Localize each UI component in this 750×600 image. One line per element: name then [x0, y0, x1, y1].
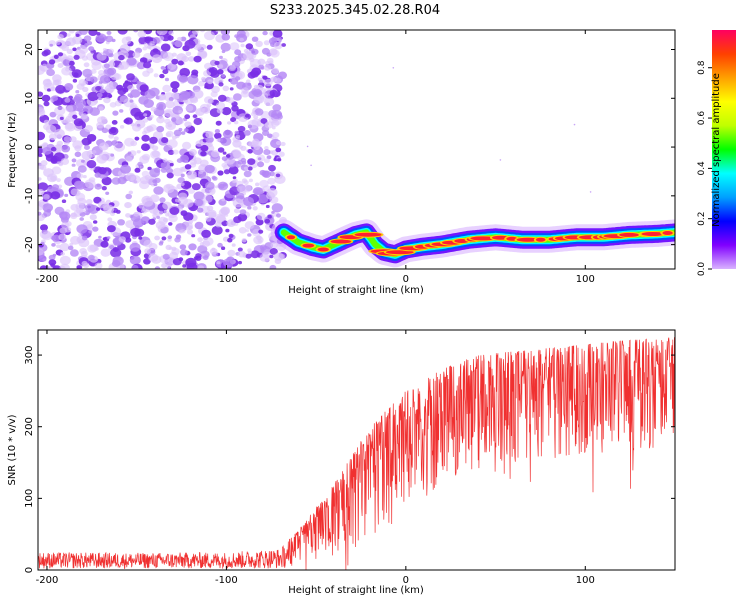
- spectrogram-x-label: Height of straight line (km): [288, 285, 424, 296]
- colorbar-tick: 0.8: [697, 60, 712, 75]
- signal-ridge: [270, 219, 675, 268]
- snr-y-tick: 300: [24, 346, 675, 365]
- svg-text:0.0: 0.0: [697, 262, 707, 277]
- snr-x-tick: -100: [215, 330, 238, 586]
- svg-text:100: 100: [576, 575, 595, 586]
- spectrogram-x-tick: -200: [36, 30, 59, 285]
- snr-frame: [37, 329, 676, 571]
- svg-text:20: 20: [24, 43, 35, 56]
- snr-x-label: Height of straight line (km): [288, 585, 424, 596]
- svg-text:0: 0: [24, 567, 35, 573]
- svg-text:300: 300: [24, 346, 35, 365]
- svg-text:-20: -20: [24, 236, 35, 252]
- spectrogram-y-tick: 0: [24, 144, 675, 150]
- spectrogram-x-tick: 100: [576, 30, 595, 285]
- snr-x-tick: 0: [403, 330, 409, 586]
- snr-series: [38, 337, 675, 570]
- colorbar-tick: 0.6: [697, 111, 712, 126]
- svg-text:0.4: 0.4: [697, 161, 707, 176]
- spectrogram-y-tick: -20: [24, 236, 675, 253]
- figure-title: S233.2025.345.02.28.R04: [270, 3, 440, 18]
- snr-y-tick: 100: [24, 489, 675, 508]
- snr-x-tick: -200: [36, 330, 59, 586]
- spectrogram-x-tick: 0: [403, 30, 409, 285]
- svg-text:0.6: 0.6: [697, 111, 707, 126]
- snr-panel: -200 -100 0 100 0 100 200 300 Height of straigh…: [7, 329, 676, 596]
- colorbar-gradient: [712, 30, 736, 269]
- svg-text:0: 0: [24, 144, 35, 150]
- colorbar-ticks: 0.0 0.2 0.4 0.6 0.8: [697, 60, 712, 276]
- svg-text:0.8: 0.8: [697, 60, 707, 75]
- noise-speckles: [38, 30, 592, 269]
- svg-text:200: 200: [24, 417, 35, 436]
- snr-y-tick: 200: [24, 417, 675, 436]
- svg-text:-10: -10: [24, 188, 35, 204]
- spectrogram-frame: [37, 29, 676, 270]
- spectrogram-heatmap: [38, 30, 675, 269]
- svg-text:0: 0: [403, 575, 409, 586]
- colorbar-tick: 0.2: [697, 212, 712, 226]
- colorbar-tick: 0.4: [697, 161, 712, 176]
- svg-text:0.2: 0.2: [697, 212, 707, 226]
- svg-text:-100: -100: [215, 575, 238, 586]
- spectrogram-x-tick: -100: [215, 30, 238, 285]
- svg-text:10: 10: [24, 92, 35, 105]
- svg-text:-200: -200: [36, 575, 59, 586]
- svg-text:100: 100: [24, 489, 35, 508]
- spectrogram-y-tick: 20: [24, 43, 675, 56]
- snr-line: [38, 337, 675, 570]
- snr-axes: -200 -100 0 100 0 100 200 300: [24, 330, 675, 586]
- colorbar-tick: 0.0: [697, 262, 712, 277]
- svg-text:0: 0: [403, 274, 409, 285]
- spectrogram-y-tick: -10: [24, 188, 675, 204]
- snr-y-tick: 0: [24, 567, 675, 573]
- svg-text:100: 100: [576, 274, 595, 285]
- snr-x-tick: 100: [576, 330, 595, 586]
- spectrogram-y-tick: 10: [24, 92, 675, 105]
- colorbar: 0.0 0.2 0.4 0.6 0.8 Normalized spectral ampl…: [697, 30, 736, 276]
- spectrogram-y-label: Frequency (Hz): [7, 112, 18, 188]
- colorbar-label: Normalized spectral amplitude: [711, 73, 722, 227]
- svg-text:-200: -200: [36, 274, 59, 285]
- snr-y-label: SNR (10 * v/v): [7, 414, 18, 485]
- svg-text:-100: -100: [215, 274, 238, 285]
